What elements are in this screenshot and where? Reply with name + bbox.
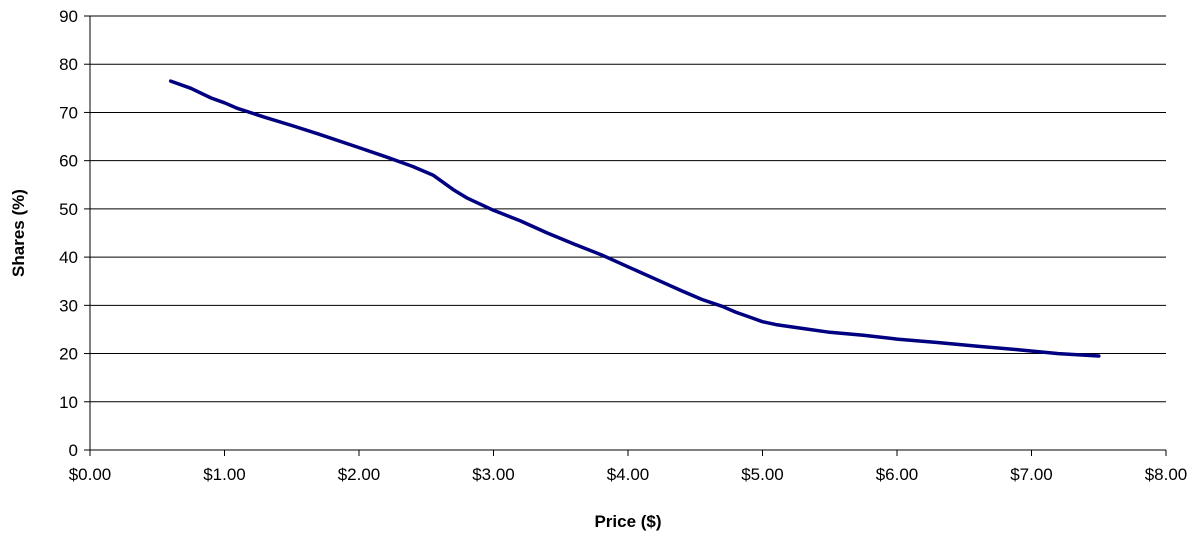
y-tick-label: 90 xyxy=(59,7,78,26)
series-group xyxy=(168,79,1101,358)
x-tick-label: $5.00 xyxy=(741,465,784,484)
x-tick-label: $7.00 xyxy=(1010,465,1053,484)
y-tick-label: 30 xyxy=(59,296,78,315)
y-tick-label: 50 xyxy=(59,200,78,219)
series-line-0 xyxy=(168,79,1101,358)
axes xyxy=(84,15,1167,456)
y-tick-label: 40 xyxy=(59,248,78,267)
x-tick-label: $1.00 xyxy=(203,465,246,484)
x-axis-title: Price ($) xyxy=(594,512,661,531)
y-tick-label: 0 xyxy=(69,441,78,460)
y-tick-label: 60 xyxy=(59,152,78,171)
y-axis-title: Shares (%) xyxy=(9,189,28,277)
y-tick-labels: 0 10 20 30 40 50 60 70 80 90 xyxy=(59,7,78,460)
y-tick-label: 10 xyxy=(59,393,78,412)
y-tick-label: 80 xyxy=(59,55,78,74)
x-tick-label: $6.00 xyxy=(876,465,919,484)
x-tick-label: $0.00 xyxy=(69,465,112,484)
y-tick-label: 70 xyxy=(59,103,78,122)
x-tick-labels: $0.00 $1.00 $2.00 $3.00 $4.00 $5.00 $6.00 $7.00… xyxy=(69,465,1188,484)
x-tick-label: $2.00 xyxy=(338,465,381,484)
gridlines xyxy=(90,15,1166,403)
x-tick-label: $4.00 xyxy=(607,465,650,484)
y-tick-label: 20 xyxy=(59,345,78,364)
x-tick-label: $3.00 xyxy=(472,465,515,484)
x-tick-label: $8.00 xyxy=(1145,465,1188,484)
